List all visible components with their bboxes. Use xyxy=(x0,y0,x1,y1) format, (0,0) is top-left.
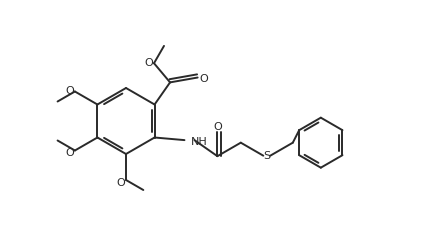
Text: O: O xyxy=(117,177,125,187)
Text: O: O xyxy=(213,122,222,132)
Text: NH: NH xyxy=(190,137,207,146)
Text: O: O xyxy=(66,85,74,95)
Text: S: S xyxy=(264,150,271,160)
Text: O: O xyxy=(199,73,208,83)
Text: O: O xyxy=(145,58,153,68)
Text: O: O xyxy=(66,148,74,158)
